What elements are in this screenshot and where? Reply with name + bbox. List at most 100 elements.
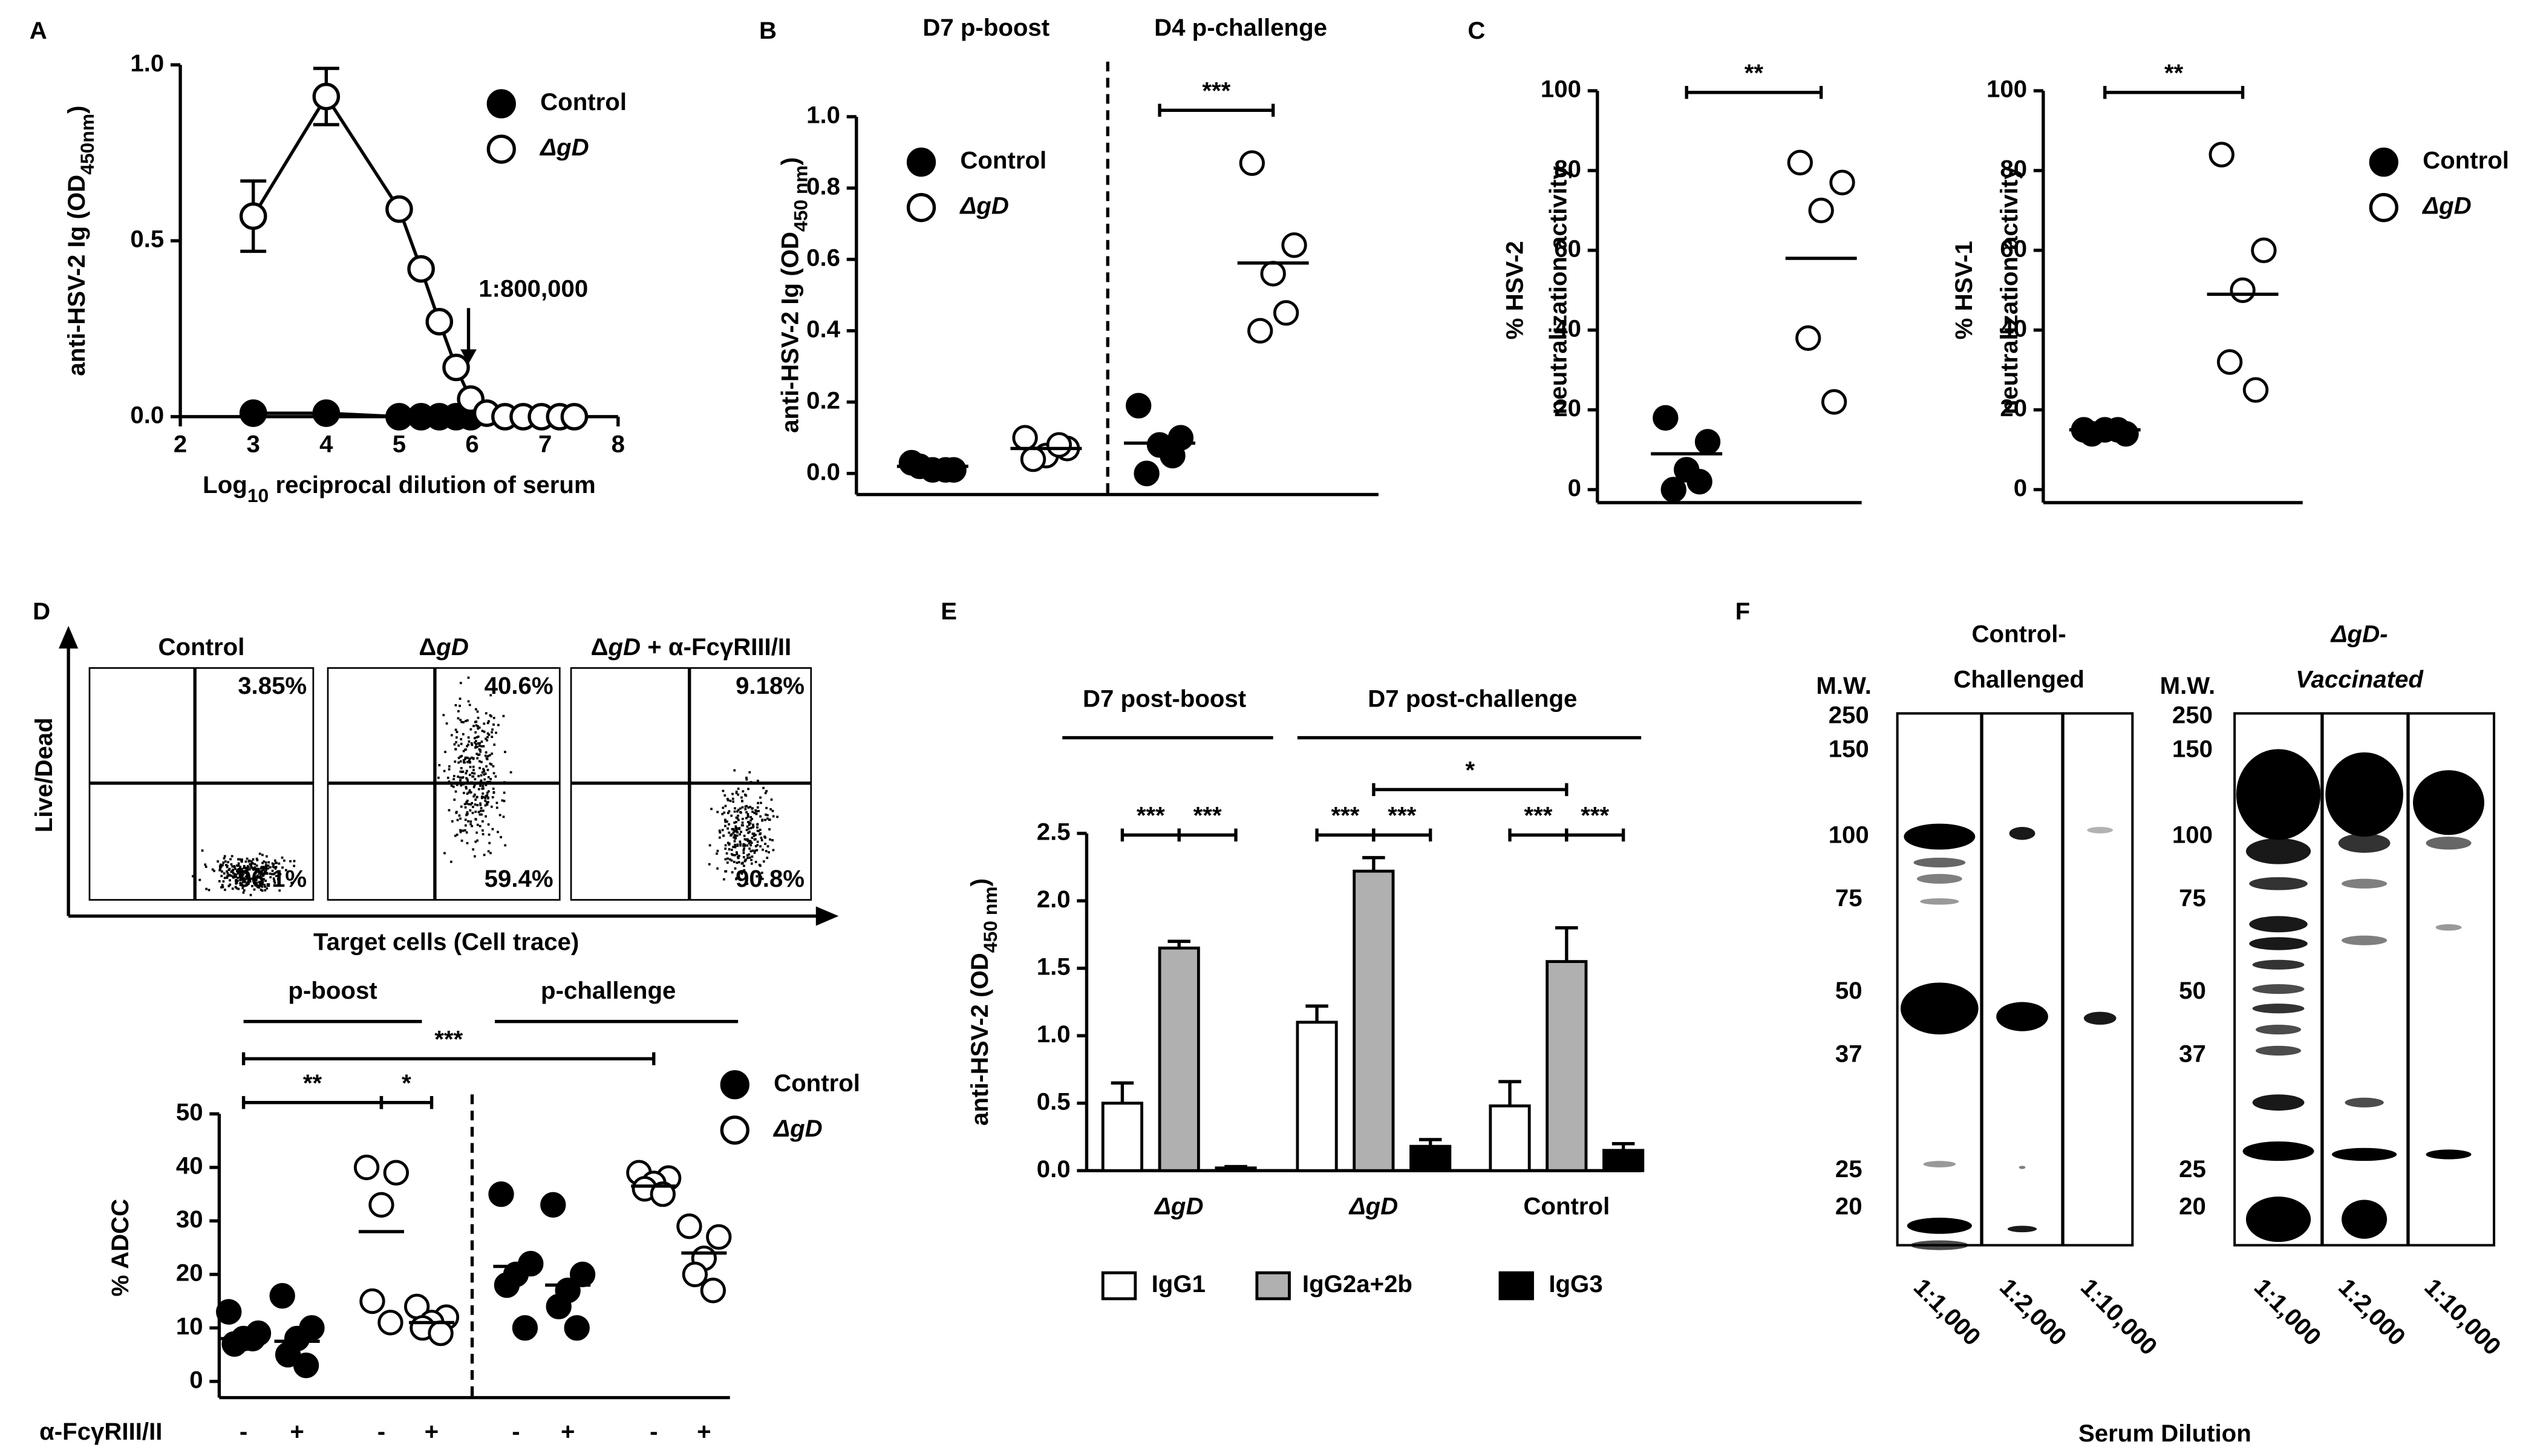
point	[428, 1320, 454, 1347]
cell-dot	[488, 780, 491, 783]
band	[1907, 1217, 1972, 1234]
cell-dot	[728, 831, 731, 834]
cell-dot	[475, 752, 478, 756]
cell-dot	[735, 878, 737, 881]
cell-dot	[771, 839, 774, 841]
point	[1795, 325, 1821, 351]
cell-dot	[740, 811, 742, 814]
y-tick-label: 0.8	[806, 173, 840, 200]
cell-dot	[264, 885, 266, 888]
cell-dot	[729, 858, 731, 861]
cell-dot	[751, 811, 754, 813]
cell-dot	[487, 755, 489, 757]
bar	[1489, 1104, 1531, 1172]
point	[383, 1160, 410, 1186]
cell-dot	[285, 869, 287, 872]
cell-dot	[490, 763, 493, 766]
cell-dot	[736, 843, 739, 846]
cell-dot	[736, 861, 739, 864]
mw-label: 37	[1835, 1040, 1862, 1068]
cell-dot	[754, 845, 757, 847]
cell-dot	[455, 736, 458, 739]
legend-label: Control	[540, 88, 627, 116]
cell-dot	[259, 871, 262, 874]
cell-dot	[488, 833, 491, 836]
legend-label: ΔgD	[2421, 192, 2472, 220]
cell-dot	[230, 874, 233, 877]
cell-dot	[252, 878, 255, 881]
cell-dot	[278, 862, 281, 865]
cell-dot	[769, 808, 772, 811]
point	[1660, 477, 1686, 503]
panel-label: A	[30, 17, 47, 44]
mw-label: 50	[2179, 977, 2206, 1004]
cell-dot	[226, 870, 229, 873]
cell-dot	[746, 812, 749, 815]
cell-dot	[460, 742, 463, 745]
cell-dot	[466, 792, 469, 795]
significance-label: ***	[1137, 802, 1165, 829]
y-tick-label: 60	[2000, 235, 2027, 262]
bar	[1101, 1102, 1143, 1172]
cell-dot	[247, 880, 250, 883]
cell-dot	[457, 757, 460, 759]
cell-dot	[262, 869, 265, 871]
significance-label: ***	[1581, 802, 1609, 829]
cell-dot	[710, 808, 713, 811]
cell-dot	[749, 827, 752, 829]
cell-dot	[281, 857, 284, 859]
x-tick-label: -	[512, 1418, 520, 1445]
y-tick-label: 0	[2014, 474, 2027, 501]
cell-dot	[771, 880, 774, 883]
cell-dot	[469, 728, 472, 731]
x-axis-label-part: 10	[247, 485, 269, 507]
series-line	[252, 93, 575, 419]
band	[2252, 1094, 2305, 1111]
cell-dot	[467, 820, 469, 823]
legend-marker	[906, 192, 936, 223]
cell-dot	[739, 844, 742, 847]
bar	[1158, 946, 1200, 1172]
cell-dot	[240, 867, 243, 870]
point	[1808, 197, 1834, 224]
cell-dot	[460, 777, 463, 779]
cell-dot	[744, 793, 746, 796]
cell-dot	[471, 743, 474, 746]
cell-dot	[463, 803, 466, 806]
cell-dot	[756, 823, 759, 826]
cell-dot	[753, 851, 756, 854]
cell-dot	[737, 818, 740, 821]
band	[2331, 1147, 2397, 1161]
cell-dot	[482, 792, 485, 795]
band	[2342, 1200, 2388, 1239]
cell-dot	[227, 861, 229, 864]
cell-dot	[474, 778, 477, 781]
cell-dot	[243, 867, 246, 869]
band	[2009, 827, 2035, 840]
cell-dot	[752, 823, 754, 826]
cell-dot	[749, 844, 752, 847]
cell-dot	[237, 887, 240, 890]
cell-dot	[260, 866, 263, 869]
cell-dot	[255, 857, 258, 860]
panel-label: E	[941, 598, 957, 625]
y-tick-label: 40	[2000, 315, 2027, 342]
cell-dot	[230, 855, 233, 858]
cell-dot	[733, 829, 736, 832]
x-tick-label: 7	[538, 431, 552, 458]
cell-dot	[231, 870, 233, 872]
panel-label: F	[1735, 598, 1751, 625]
significance-label: **	[303, 1069, 322, 1097]
cell-dot	[462, 721, 465, 723]
point	[1239, 150, 1265, 176]
cell-dot	[474, 741, 476, 744]
x-tick-label: ΔgD	[1348, 1193, 1399, 1220]
cell-dot	[768, 828, 771, 831]
cell-dot	[480, 760, 483, 763]
cell-dot	[235, 887, 238, 890]
point	[1694, 429, 1721, 455]
cell-dot	[457, 761, 460, 764]
cell-dot	[467, 700, 470, 703]
cell-dot	[490, 805, 493, 808]
y-tick-label: 20	[1554, 394, 1581, 422]
